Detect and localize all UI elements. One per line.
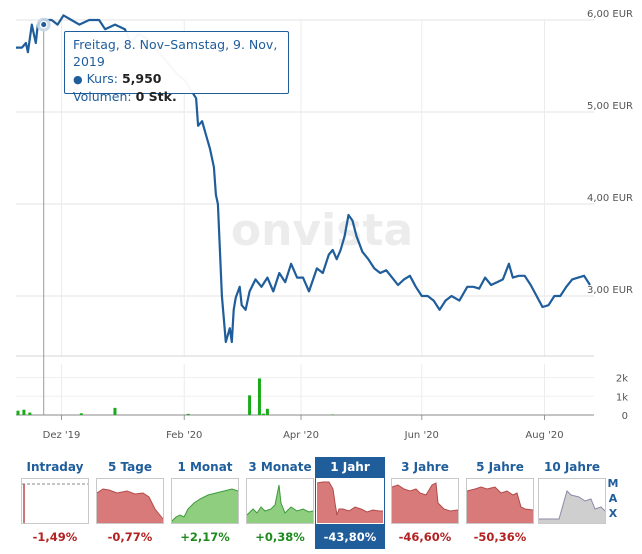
period-tab-4[interactable]: 1 Jahr -43,80% bbox=[315, 457, 385, 549]
max-label-letter: A bbox=[608, 492, 618, 505]
volume-bar bbox=[186, 413, 190, 415]
series-dot-icon: ● bbox=[73, 73, 83, 86]
sparkline-area bbox=[172, 489, 238, 523]
period-label: 3 Monate bbox=[248, 460, 312, 474]
period-label: Intraday bbox=[26, 460, 84, 474]
period-selector: Intraday -1,49% 5 Tage -0,77% 1 Monat +2,17% 3… bbox=[0, 457, 642, 554]
sparkline-area bbox=[392, 483, 458, 523]
x-tick-label: Feb '20 bbox=[166, 430, 202, 441]
period-change: -46,60% bbox=[398, 530, 452, 544]
onvista-watermark: onvista bbox=[231, 205, 413, 256]
period-change: +0,38% bbox=[255, 530, 305, 544]
volume-bar bbox=[79, 413, 83, 415]
volume-tick-label: 2k bbox=[616, 374, 628, 385]
tooltip-volume-label: Volumen: bbox=[73, 89, 132, 104]
hover-marker bbox=[39, 20, 48, 29]
volume-bar bbox=[248, 395, 252, 415]
price-tick-label: 6,00 EUR bbox=[587, 9, 633, 20]
sparkline-line bbox=[392, 482, 458, 512]
period-sparkline bbox=[246, 478, 314, 524]
sparkline-area bbox=[317, 482, 383, 523]
period-change: -50,36% bbox=[473, 530, 527, 544]
tooltip-price-label: Kurs: bbox=[86, 71, 118, 86]
volume-bar bbox=[331, 414, 335, 415]
period-sparkline bbox=[316, 478, 384, 524]
period-sparkline bbox=[171, 478, 239, 524]
period-label: 1 Jahr bbox=[330, 460, 370, 474]
chart-area[interactable]: 6,00 EUR 5,00 EUR 4,00 EUR 3,00 EUR Dez '19 F… bbox=[0, 0, 642, 450]
period-sparkline bbox=[391, 478, 459, 524]
price-tick-label: 4,00 EUR bbox=[587, 193, 633, 204]
period-tab-3[interactable]: 3 Monate +0,38% bbox=[245, 457, 315, 549]
sparkline-line bbox=[467, 486, 533, 511]
volume-bar bbox=[113, 407, 117, 415]
sparkline-line bbox=[247, 484, 313, 516]
period-sparkline bbox=[466, 478, 534, 524]
sparkline-line bbox=[539, 490, 605, 520]
period-tab-6[interactable]: 5 Jahre -50,36% bbox=[465, 457, 535, 549]
x-tick-label: Apr '20 bbox=[283, 430, 319, 441]
volume-bar bbox=[22, 409, 26, 415]
sparkline-area bbox=[539, 491, 605, 523]
sparkline-area bbox=[97, 489, 163, 523]
sparkline-area bbox=[247, 485, 313, 523]
period-tab-0[interactable]: Intraday -1,49% bbox=[20, 457, 90, 549]
period-tab-7[interactable]: 10 Jahre bbox=[537, 457, 607, 549]
period-label: 10 Jahre bbox=[543, 460, 601, 474]
period-change: -0,77% bbox=[107, 530, 153, 544]
period-change: +2,17% bbox=[180, 530, 230, 544]
period-sparkline bbox=[538, 478, 606, 524]
x-tick-label: Aug '20 bbox=[525, 430, 563, 441]
volume-bar bbox=[265, 408, 269, 415]
sparkline-line bbox=[97, 488, 163, 520]
price-tick-label: 3,00 EUR bbox=[587, 285, 633, 296]
tooltip-volume-value: 0 Stk. bbox=[135, 89, 177, 104]
price-tooltip: Freitag, 8. Nov–Samstag, 9. Nov, 2019 ● … bbox=[64, 31, 289, 104]
volume-tick-label: 0 bbox=[622, 411, 628, 422]
period-label: 3 Jahre bbox=[401, 460, 449, 474]
sparkline-line bbox=[317, 481, 383, 516]
volume-bar bbox=[28, 412, 32, 415]
volume-bar bbox=[261, 413, 265, 415]
tooltip-price-value: 5,950 bbox=[121, 71, 162, 86]
period-tab-1[interactable]: 5 Tage -0,77% bbox=[95, 457, 165, 549]
period-change bbox=[537, 526, 607, 548]
tooltip-date: Freitag, 8. Nov–Samstag, 9. Nov, 2019 bbox=[73, 37, 278, 69]
period-sparkline bbox=[21, 478, 89, 524]
tooltip-volume-row: Volumen: 0 Stk. bbox=[73, 88, 280, 105]
sparkline-line bbox=[172, 488, 238, 522]
max-label-letter: M bbox=[607, 477, 619, 490]
max-label-letter: X bbox=[608, 507, 618, 520]
volume-bar bbox=[16, 410, 20, 415]
period-tab-2[interactable]: 1 Monat +2,17% bbox=[170, 457, 240, 549]
tooltip-price-row: ● Kurs: 5,950 bbox=[73, 70, 280, 88]
period-change: -1,49% bbox=[32, 530, 78, 544]
price-tick-label: 5,00 EUR bbox=[587, 101, 633, 112]
period-change: -43,80% bbox=[323, 530, 377, 544]
period-sparkline bbox=[96, 478, 164, 524]
period-label: 5 Tage bbox=[108, 460, 152, 474]
x-tick-label: Dez '19 bbox=[43, 430, 81, 441]
price-chart[interactable]: 6,00 EUR 5,00 EUR 4,00 EUR 3,00 EUR Dez '19 F… bbox=[0, 0, 642, 450]
sparkline-area bbox=[467, 487, 533, 523]
volume-bar bbox=[257, 378, 261, 415]
volume-tick-label: 1k bbox=[616, 392, 628, 403]
period-label: 5 Jahre bbox=[476, 460, 524, 474]
period-label: 1 Monat bbox=[177, 460, 233, 474]
period-tab-5[interactable]: 3 Jahre -46,60% bbox=[390, 457, 460, 549]
x-tick-label: Jun '20 bbox=[404, 430, 439, 441]
